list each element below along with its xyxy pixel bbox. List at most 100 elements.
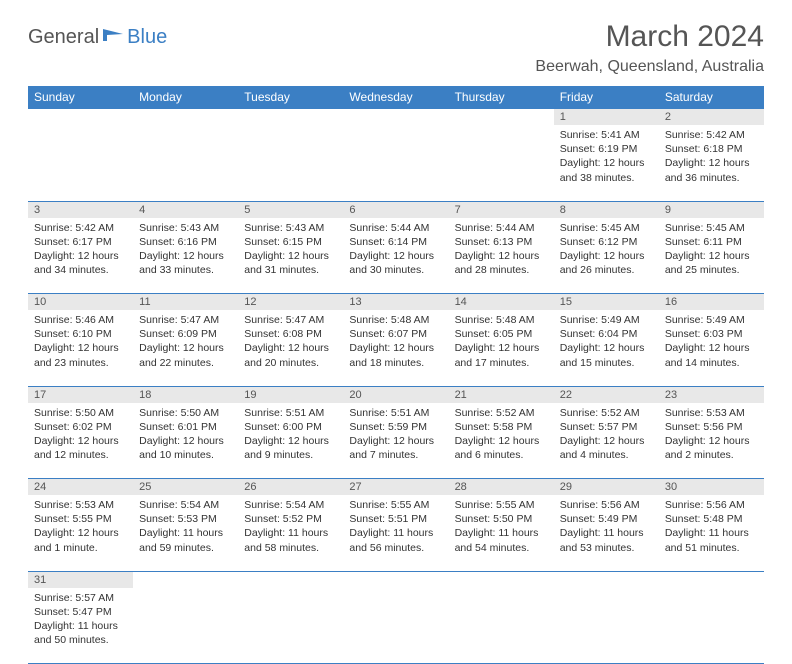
daynum-row: 31 [28, 571, 764, 588]
sunset-line: Sunset: 6:14 PM [349, 235, 442, 249]
sunset-line: Sunset: 6:19 PM [560, 142, 653, 156]
day-number-cell: 21 [449, 386, 554, 403]
day-detail-cell: Sunrise: 5:57 AMSunset: 5:47 PMDaylight:… [28, 588, 133, 664]
day-detail-cell [238, 125, 343, 201]
day-number-cell: 11 [133, 294, 238, 311]
sunrise-line: Sunrise: 5:45 AM [665, 221, 758, 235]
day-number-cell: 23 [659, 386, 764, 403]
sunrise-line: Sunrise: 5:43 AM [244, 221, 337, 235]
day-detail-cell: Sunrise: 5:50 AMSunset: 6:02 PMDaylight:… [28, 403, 133, 479]
day-detail-cell: Sunrise: 5:55 AMSunset: 5:51 PMDaylight:… [343, 495, 448, 571]
day-number-cell: 15 [554, 294, 659, 311]
sunrise-line: Sunrise: 5:49 AM [665, 313, 758, 327]
daylight-line: Daylight: 12 hours and 25 minutes. [665, 249, 758, 277]
day-detail-cell [28, 125, 133, 201]
month-title: March 2024 [535, 20, 764, 54]
day-detail-cell [449, 588, 554, 664]
day-number-cell: 19 [238, 386, 343, 403]
day-number-cell: 12 [238, 294, 343, 311]
detail-row: Sunrise: 5:46 AMSunset: 6:10 PMDaylight:… [28, 310, 764, 386]
day-detail-cell: Sunrise: 5:53 AMSunset: 5:56 PMDaylight:… [659, 403, 764, 479]
day-detail-cell: Sunrise: 5:42 AMSunset: 6:17 PMDaylight:… [28, 218, 133, 294]
weekday-header: Monday [133, 86, 238, 109]
sunrise-line: Sunrise: 5:50 AM [139, 406, 232, 420]
day-number-cell: 10 [28, 294, 133, 311]
calendar-body: 12Sunrise: 5:41 AMSunset: 6:19 PMDayligh… [28, 109, 764, 664]
day-number-cell [554, 571, 659, 588]
day-number-cell: 20 [343, 386, 448, 403]
logo-flag-icon [103, 27, 125, 43]
daylight-line: Daylight: 12 hours and 10 minutes. [139, 434, 232, 462]
day-detail-cell: Sunrise: 5:47 AMSunset: 6:09 PMDaylight:… [133, 310, 238, 386]
day-number-cell: 29 [554, 479, 659, 496]
daylight-line: Daylight: 12 hours and 6 minutes. [455, 434, 548, 462]
day-number-cell: 26 [238, 479, 343, 496]
daylight-line: Daylight: 12 hours and 34 minutes. [34, 249, 127, 277]
sunset-line: Sunset: 6:07 PM [349, 327, 442, 341]
day-detail-cell: Sunrise: 5:41 AMSunset: 6:19 PMDaylight:… [554, 125, 659, 201]
daynum-row: 12 [28, 109, 764, 126]
sunset-line: Sunset: 6:10 PM [34, 327, 127, 341]
sunset-line: Sunset: 5:58 PM [455, 420, 548, 434]
day-detail-cell: Sunrise: 5:49 AMSunset: 6:03 PMDaylight:… [659, 310, 764, 386]
day-number-cell: 24 [28, 479, 133, 496]
day-number-cell: 5 [238, 201, 343, 218]
sunset-line: Sunset: 6:00 PM [244, 420, 337, 434]
day-detail-cell: Sunrise: 5:45 AMSunset: 6:11 PMDaylight:… [659, 218, 764, 294]
day-number-cell: 9 [659, 201, 764, 218]
sunset-line: Sunset: 5:59 PM [349, 420, 442, 434]
sunrise-line: Sunrise: 5:42 AM [665, 128, 758, 142]
day-number-cell: 31 [28, 571, 133, 588]
sunrise-line: Sunrise: 5:56 AM [560, 498, 653, 512]
daynum-row: 17181920212223 [28, 386, 764, 403]
sunset-line: Sunset: 6:18 PM [665, 142, 758, 156]
day-number-cell: 25 [133, 479, 238, 496]
day-detail-cell [343, 588, 448, 664]
daylight-line: Daylight: 12 hours and 20 minutes. [244, 341, 337, 369]
day-number-cell: 17 [28, 386, 133, 403]
day-detail-cell: Sunrise: 5:54 AMSunset: 5:52 PMDaylight:… [238, 495, 343, 571]
daylight-line: Daylight: 12 hours and 36 minutes. [665, 156, 758, 184]
day-detail-cell: Sunrise: 5:52 AMSunset: 5:58 PMDaylight:… [449, 403, 554, 479]
day-detail-cell: Sunrise: 5:47 AMSunset: 6:08 PMDaylight:… [238, 310, 343, 386]
daylight-line: Daylight: 12 hours and 2 minutes. [665, 434, 758, 462]
day-detail-cell: Sunrise: 5:44 AMSunset: 6:14 PMDaylight:… [343, 218, 448, 294]
sunrise-line: Sunrise: 5:52 AM [455, 406, 548, 420]
daylight-line: Daylight: 12 hours and 4 minutes. [560, 434, 653, 462]
daylight-line: Daylight: 12 hours and 9 minutes. [244, 434, 337, 462]
sunset-line: Sunset: 6:12 PM [560, 235, 653, 249]
day-detail-cell [133, 125, 238, 201]
day-number-cell: 1 [554, 109, 659, 126]
day-detail-cell: Sunrise: 5:50 AMSunset: 6:01 PMDaylight:… [133, 403, 238, 479]
header: General Blue March 2024 Beerwah, Queensl… [28, 20, 764, 76]
logo: General Blue [28, 26, 167, 49]
daylight-line: Daylight: 12 hours and 18 minutes. [349, 341, 442, 369]
sunrise-line: Sunrise: 5:47 AM [244, 313, 337, 327]
daylight-line: Daylight: 12 hours and 14 minutes. [665, 341, 758, 369]
daylight-line: Daylight: 12 hours and 26 minutes. [560, 249, 653, 277]
day-detail-cell: Sunrise: 5:48 AMSunset: 6:07 PMDaylight:… [343, 310, 448, 386]
day-number-cell: 30 [659, 479, 764, 496]
day-number-cell [343, 109, 448, 126]
sunset-line: Sunset: 6:03 PM [665, 327, 758, 341]
daynum-row: 24252627282930 [28, 479, 764, 496]
sunset-line: Sunset: 6:04 PM [560, 327, 653, 341]
sunset-line: Sunset: 5:49 PM [560, 512, 653, 526]
day-number-cell: 4 [133, 201, 238, 218]
day-number-cell: 27 [343, 479, 448, 496]
daylight-line: Daylight: 11 hours and 58 minutes. [244, 526, 337, 554]
sunset-line: Sunset: 6:09 PM [139, 327, 232, 341]
sunrise-line: Sunrise: 5:57 AM [34, 591, 127, 605]
daylight-line: Daylight: 12 hours and 15 minutes. [560, 341, 653, 369]
daylight-line: Daylight: 12 hours and 22 minutes. [139, 341, 232, 369]
day-detail-cell: Sunrise: 5:49 AMSunset: 6:04 PMDaylight:… [554, 310, 659, 386]
daylight-line: Daylight: 12 hours and 12 minutes. [34, 434, 127, 462]
logo-text-general: General [28, 26, 99, 49]
sunset-line: Sunset: 6:01 PM [139, 420, 232, 434]
day-number-cell: 28 [449, 479, 554, 496]
sunrise-line: Sunrise: 5:55 AM [349, 498, 442, 512]
detail-row: Sunrise: 5:50 AMSunset: 6:02 PMDaylight:… [28, 403, 764, 479]
weekday-header: Saturday [659, 86, 764, 109]
sunset-line: Sunset: 5:52 PM [244, 512, 337, 526]
sunset-line: Sunset: 6:02 PM [34, 420, 127, 434]
